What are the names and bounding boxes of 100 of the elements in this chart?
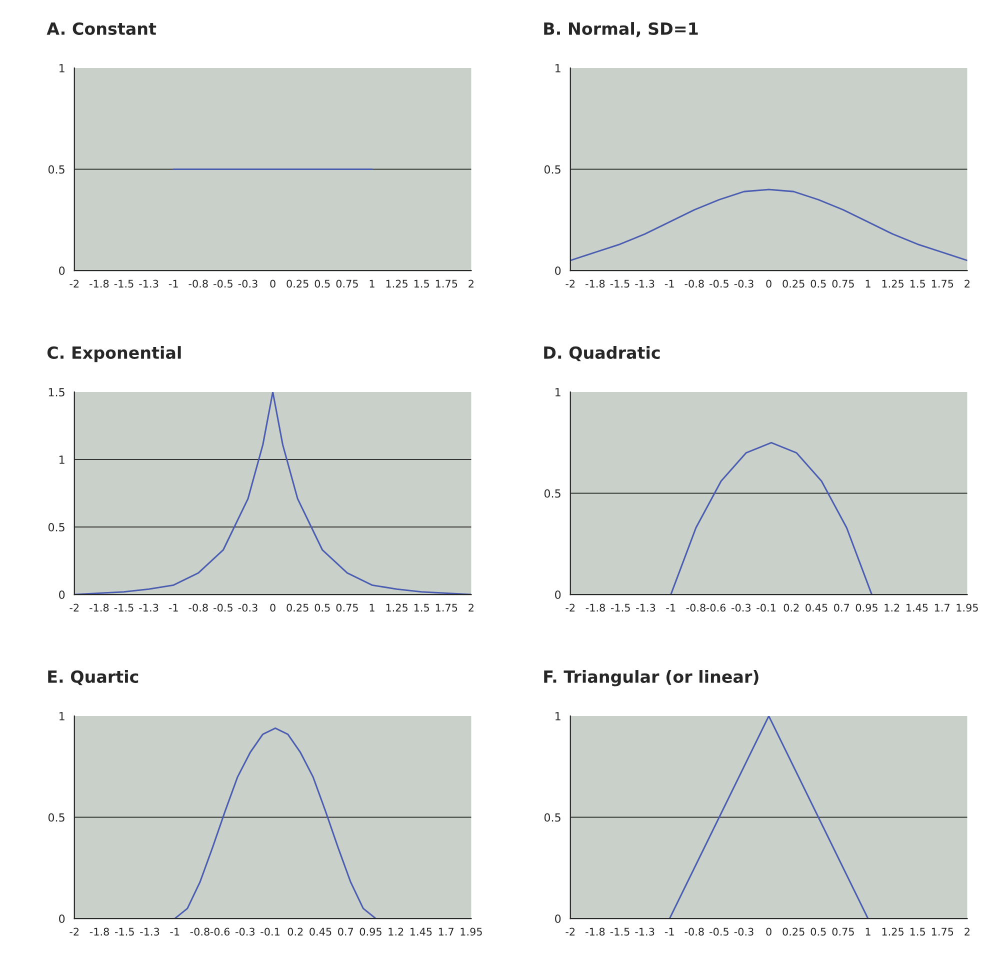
x-tick-label: 2: [964, 280, 970, 288]
x-tick-label: -1.5: [610, 280, 630, 288]
x-tick-label: -2: [70, 604, 79, 612]
x-tick-label: -0.5: [214, 604, 232, 612]
x-tick-label: 0: [270, 280, 276, 288]
x-tick-label: 0.2: [288, 928, 303, 936]
y-tick-label: 1: [556, 388, 560, 396]
chart-title: D. Quadratic: [544, 346, 660, 362]
x-tick-label: 1.25: [882, 928, 904, 936]
y-tick-label: 0.5: [544, 813, 560, 822]
y-tick-label: 1: [60, 64, 64, 72]
x-tick-label: 1.2: [884, 604, 900, 612]
y-tick-label: 0: [59, 266, 65, 275]
y-tick-label: 0.5: [48, 523, 64, 532]
y-tick-label: 0.5: [48, 165, 64, 174]
x-tick-label: -0.6: [706, 604, 726, 612]
x-tick-label: 2: [468, 604, 474, 612]
x-tick-label: 0.75: [336, 604, 358, 612]
x-tick-label: -0.8: [188, 604, 208, 612]
x-tick-label: 1.25: [386, 604, 408, 612]
x-tick-label: 1.5: [414, 280, 429, 288]
x-tick-label: -2: [70, 280, 79, 288]
x-tick-label: -1.3: [140, 928, 160, 936]
x-tick-label: -0.3: [734, 928, 754, 936]
x-tick-label: 1: [370, 280, 374, 288]
y-tick-label: 0.5: [48, 813, 64, 822]
x-tick-label: 0.2: [784, 604, 799, 612]
y-tick-label: 0: [555, 914, 561, 923]
x-tick-label: -2: [566, 280, 575, 288]
x-tick-label: 1.75: [436, 280, 458, 288]
chart-title: C. Exponential: [47, 346, 181, 362]
x-tick-label: -1.5: [610, 928, 630, 936]
x-tick-label: -0.5: [710, 280, 728, 288]
x-tick-label: -0.8: [190, 928, 210, 936]
x-tick-label: -1.3: [635, 280, 654, 288]
line-series: [670, 442, 873, 595]
x-tick-label: 0.45: [806, 604, 828, 612]
x-tick-label: 0.75: [336, 280, 358, 288]
x-tick-label: -1.5: [114, 604, 134, 612]
x-tick-label: 0.25: [286, 604, 308, 612]
x-tick-label: 1.75: [932, 928, 954, 936]
x-tick-label: -0.5: [710, 928, 728, 936]
x-tick-label: 0.7: [338, 928, 354, 936]
x-tick-label: -1.8: [90, 928, 109, 936]
x-tick-label: -1.8: [90, 280, 109, 288]
x-tick-label: 2: [468, 280, 474, 288]
x-tick-label: 0.95: [360, 928, 382, 936]
line-series: [570, 188, 968, 262]
x-tick-label: 0.75: [832, 928, 854, 936]
x-tick-label: 0.7: [834, 604, 850, 612]
x-tick-label: -1.3: [139, 280, 158, 288]
x-tick-label: 1.75: [932, 280, 954, 288]
x-tick-label: 1.25: [882, 280, 904, 288]
x-tick-label: 2: [964, 928, 970, 936]
x-tick-label: 0: [766, 280, 772, 288]
chart-title: E. Quartic: [48, 670, 138, 686]
x-tick-label: 0.75: [832, 280, 854, 288]
x-tick-label: 0.25: [782, 280, 804, 288]
x-tick-label: -0.6: [210, 928, 230, 936]
x-tick-label: 0: [766, 928, 772, 936]
x-tick-label: -1.5: [114, 928, 134, 936]
x-tick-label: -0.5: [214, 280, 232, 288]
x-tick-label: -0.8: [188, 280, 208, 288]
x-tick-label: -0.8: [686, 604, 706, 612]
chart-title: A. Constant: [46, 22, 156, 35]
x-tick-label: -1.3: [636, 604, 656, 612]
x-tick-label: 1.25: [386, 280, 408, 288]
x-tick-label: 0.45: [310, 928, 332, 936]
y-tick-label: 1: [60, 712, 64, 720]
x-tick-label: 0: [270, 604, 276, 612]
x-tick-label: 0.5: [810, 280, 826, 288]
x-tick-label: 0.5: [314, 280, 330, 288]
x-tick-label: -2: [566, 928, 575, 936]
x-tick-label: -1: [168, 280, 178, 288]
y-tick-label: 0: [59, 590, 65, 599]
x-tick-label: 1.95: [956, 604, 978, 612]
line-series: [174, 727, 377, 919]
x-tick-label: -0.3: [238, 604, 258, 612]
x-tick-label: -1: [664, 928, 674, 936]
x-tick-label: -0.1: [756, 604, 776, 612]
x-tick-label: -0.3: [238, 280, 258, 288]
x-tick-label: 1: [866, 928, 870, 936]
x-tick-label: -1: [168, 604, 178, 612]
x-tick-label: 0.25: [286, 280, 308, 288]
x-tick-label: -2: [70, 928, 79, 936]
y-tick-label: 0.5: [544, 489, 560, 498]
x-tick-label: 1.95: [460, 928, 482, 936]
x-tick-label: -1.8: [586, 280, 605, 288]
x-tick-label: 0.95: [856, 604, 878, 612]
x-tick-label: 1.75: [436, 604, 458, 612]
x-tick-label: -0.3: [734, 280, 754, 288]
y-tick-label: 0: [59, 914, 65, 923]
x-tick-label: -1.8: [586, 928, 605, 936]
x-tick-label: 1.5: [910, 280, 925, 288]
y-tick-label: 0.5: [544, 165, 560, 174]
x-tick-label: 1: [866, 280, 870, 288]
x-tick-label: -0.8: [684, 280, 704, 288]
chart-title: F. Triangular (or linear): [544, 670, 758, 686]
x-tick-label: 1.45: [906, 604, 928, 612]
x-tick-label: 1: [370, 604, 374, 612]
